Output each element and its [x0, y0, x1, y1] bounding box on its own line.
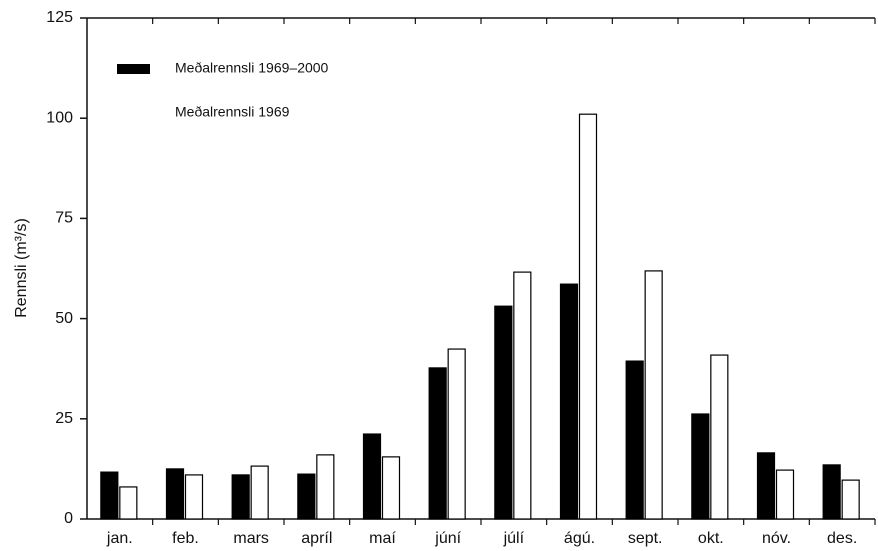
bar — [297, 473, 316, 520]
bar — [447, 348, 466, 520]
x-tick-label: júlí — [503, 530, 525, 547]
bar — [559, 283, 579, 520]
bar — [250, 465, 269, 520]
legend-label: Meðalrennsli 1969 — [175, 104, 290, 120]
bar — [184, 474, 204, 520]
y-tick-label: 25 — [55, 410, 73, 427]
bar — [691, 413, 710, 520]
bar — [165, 468, 185, 520]
legend-label: Meðalrennsli 1969–2000 — [175, 60, 329, 76]
x-tick-label: jan. — [106, 530, 133, 547]
bar — [625, 360, 644, 520]
bar — [494, 305, 513, 520]
x-tick-label: mars — [233, 530, 269, 547]
x-tick-label: nóv. — [762, 530, 791, 547]
x-tick-label: ágú. — [564, 530, 595, 547]
legend-swatch — [117, 64, 150, 74]
y-tick-label: 100 — [46, 109, 73, 126]
bar — [513, 271, 532, 520]
bar — [119, 486, 138, 520]
bar — [362, 433, 382, 520]
bar — [775, 469, 795, 520]
x-tick-label: feb. — [172, 530, 199, 547]
x-tick-label: sept. — [628, 530, 663, 547]
legend-swatch — [117, 108, 150, 118]
y-tick-label: 50 — [55, 310, 73, 327]
bar — [756, 452, 776, 520]
bar — [644, 270, 663, 520]
x-tick-label: des. — [827, 530, 857, 547]
bar — [428, 367, 447, 520]
x-tick-label: maí — [369, 530, 396, 547]
bar — [231, 474, 250, 520]
x-tick-label: okt. — [698, 530, 724, 547]
y-tick-label: 125 — [46, 9, 73, 26]
bar — [822, 464, 841, 520]
bar — [578, 113, 598, 520]
bar — [710, 354, 729, 520]
bar — [841, 479, 860, 520]
bar — [381, 456, 401, 520]
y-tick-label: 75 — [55, 210, 73, 227]
y-axis-label: Rennsli (m³/s) — [13, 218, 30, 318]
y-tick-label: 0 — [64, 510, 73, 527]
bar — [316, 454, 335, 520]
bar — [100, 471, 119, 520]
x-tick-label: apríl — [301, 530, 332, 547]
x-tick-label: júní — [434, 530, 461, 547]
